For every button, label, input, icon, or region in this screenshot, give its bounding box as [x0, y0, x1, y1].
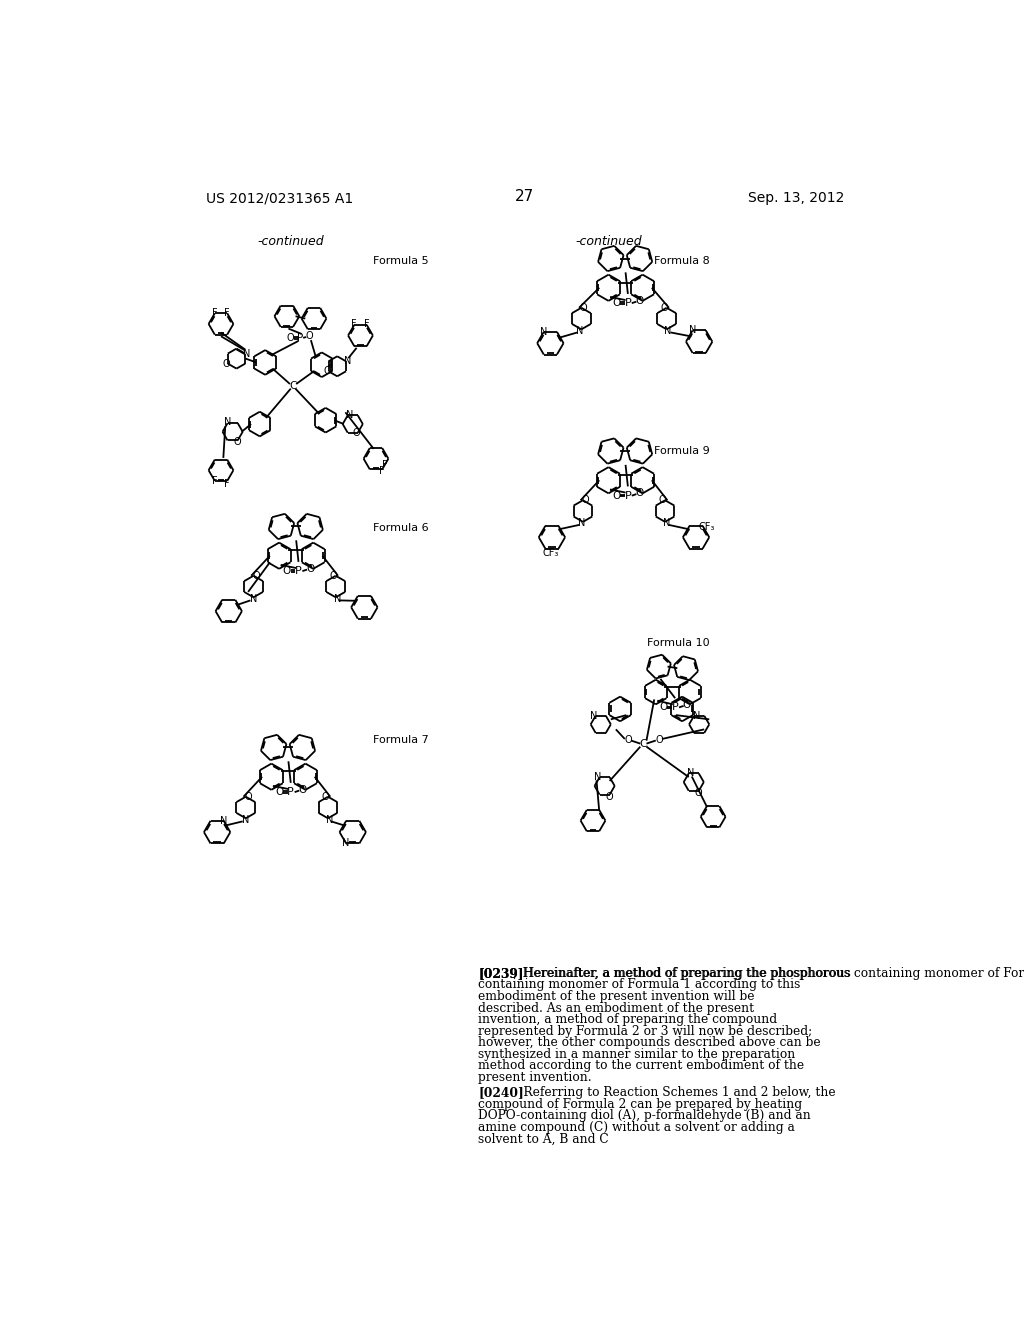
Text: O: O: [624, 735, 632, 744]
Text: described. As an embodiment of the present: described. As an embodiment of the prese…: [478, 1002, 755, 1015]
Text: [0239]: [0239]: [478, 966, 524, 979]
Text: P: P: [288, 787, 294, 797]
Text: O: O: [352, 428, 360, 438]
Text: N: N: [326, 814, 333, 825]
Text: O: O: [233, 437, 242, 447]
Text: F: F: [224, 308, 230, 318]
Text: O: O: [252, 570, 260, 581]
Text: amine compound (C) without a solvent or adding a: amine compound (C) without a solvent or …: [478, 1121, 796, 1134]
Text: compound of Formula 2 can be prepared by heating: compound of Formula 2 can be prepared by…: [478, 1098, 803, 1111]
Text: O: O: [612, 491, 621, 500]
Text: embodiment of the present invention will be: embodiment of the present invention will…: [478, 990, 755, 1003]
Text: P: P: [625, 491, 631, 500]
Text: O: O: [658, 495, 667, 506]
Text: O: O: [324, 367, 331, 376]
Text: Hereinafter, a method of preparing the phosphorous: Hereinafter, a method of preparing the p…: [508, 966, 851, 979]
Text: CF₃: CF₃: [542, 548, 558, 558]
Text: O: O: [635, 296, 644, 306]
Text: O: O: [606, 792, 613, 803]
Text: Formula 10: Formula 10: [646, 639, 710, 648]
Text: [0240]: [0240]: [478, 1086, 524, 1100]
Text: Referring to Reaction Schemes 1 and 2 below, the: Referring to Reaction Schemes 1 and 2 be…: [508, 1086, 836, 1100]
Text: F: F: [364, 319, 370, 330]
Text: 27: 27: [515, 189, 535, 205]
Text: O: O: [222, 359, 230, 368]
Text: N: N: [243, 348, 251, 359]
Text: represented by Formula 2 or 3 will now be described;: represented by Formula 2 or 3 will now b…: [478, 1024, 813, 1038]
Text: O: O: [283, 566, 291, 576]
Text: O: O: [635, 488, 644, 499]
Text: O: O: [298, 785, 306, 795]
Text: solvent to A, B and C: solvent to A, B and C: [478, 1133, 609, 1146]
Text: present invention.: present invention.: [478, 1071, 592, 1084]
Text: O: O: [322, 792, 330, 801]
Text: Formula 8: Formula 8: [653, 256, 710, 265]
Text: O: O: [582, 495, 589, 506]
Text: O: O: [655, 735, 663, 744]
Text: O: O: [660, 302, 668, 313]
Text: N: N: [220, 816, 227, 826]
Text: O: O: [612, 298, 621, 308]
Text: P: P: [625, 298, 631, 308]
Text: F: F: [382, 459, 387, 470]
Text: Formula 6: Formula 6: [373, 523, 429, 533]
Text: [0239]: [0239]: [478, 966, 524, 979]
Text: C: C: [640, 739, 647, 748]
Text: F: F: [379, 466, 385, 477]
Text: O: O: [659, 702, 668, 713]
Text: O: O: [306, 564, 314, 574]
Text: Formula 5: Formula 5: [373, 256, 429, 265]
Text: F: F: [212, 308, 218, 318]
Text: O: O: [580, 302, 588, 313]
Text: O: O: [245, 792, 252, 801]
Text: however, the other compounds described above can be: however, the other compounds described a…: [478, 1036, 821, 1049]
Text: N: N: [663, 519, 671, 528]
Text: -continued: -continued: [257, 235, 324, 248]
Text: F: F: [351, 319, 357, 330]
Text: method according to the current embodiment of the: method according to the current embodime…: [478, 1059, 805, 1072]
Text: P: P: [672, 702, 679, 713]
Text: O: O: [286, 333, 294, 343]
Text: US 2012/0231365 A1: US 2012/0231365 A1: [206, 191, 352, 206]
Text: containing monomer of Formula 1 according to this: containing monomer of Formula 1 accordin…: [478, 978, 801, 991]
Text: N: N: [334, 594, 341, 603]
Text: O: O: [275, 787, 284, 797]
Text: Formula 9: Formula 9: [653, 446, 710, 455]
Text: N: N: [594, 772, 601, 783]
Text: DOPO-containing diol (A), p-formaldehyde (B) and an: DOPO-containing diol (A), p-formaldehyde…: [478, 1109, 811, 1122]
Text: O: O: [330, 570, 337, 581]
Text: N: N: [250, 594, 257, 603]
Text: P: P: [295, 566, 302, 576]
Text: N: N: [224, 417, 231, 426]
Text: -continued: -continued: [575, 235, 642, 248]
Text: CF₃: CF₃: [698, 521, 715, 532]
Text: F: F: [212, 477, 218, 486]
Text: invention, a method of preparing the compound: invention, a method of preparing the com…: [478, 1014, 777, 1026]
Text: N: N: [665, 326, 672, 335]
Text: O: O: [683, 700, 691, 710]
Text: Hereinafter, a method of preparing the phosphorous containing monomer of Formula: Hereinafter, a method of preparing the p…: [511, 966, 1024, 979]
Text: synthesized in a manner similar to the preparation: synthesized in a manner similar to the p…: [478, 1048, 796, 1061]
Text: O: O: [695, 788, 702, 799]
Text: N: N: [693, 710, 700, 721]
Text: N: N: [242, 814, 250, 825]
Text: Formula 7: Formula 7: [373, 735, 429, 744]
Text: N: N: [540, 327, 548, 337]
Text: N: N: [345, 411, 353, 420]
Text: N: N: [342, 838, 350, 849]
Text: F: F: [224, 479, 230, 488]
Text: C: C: [290, 380, 297, 391]
Text: N: N: [577, 326, 584, 335]
Text: Sep. 13, 2012: Sep. 13, 2012: [748, 191, 844, 206]
Text: O: O: [305, 331, 313, 342]
Text: N: N: [590, 710, 597, 721]
Text: N: N: [687, 768, 694, 779]
Text: P: P: [297, 333, 303, 343]
Text: N: N: [344, 356, 351, 366]
Text: N: N: [689, 325, 696, 335]
Text: N: N: [578, 519, 585, 528]
